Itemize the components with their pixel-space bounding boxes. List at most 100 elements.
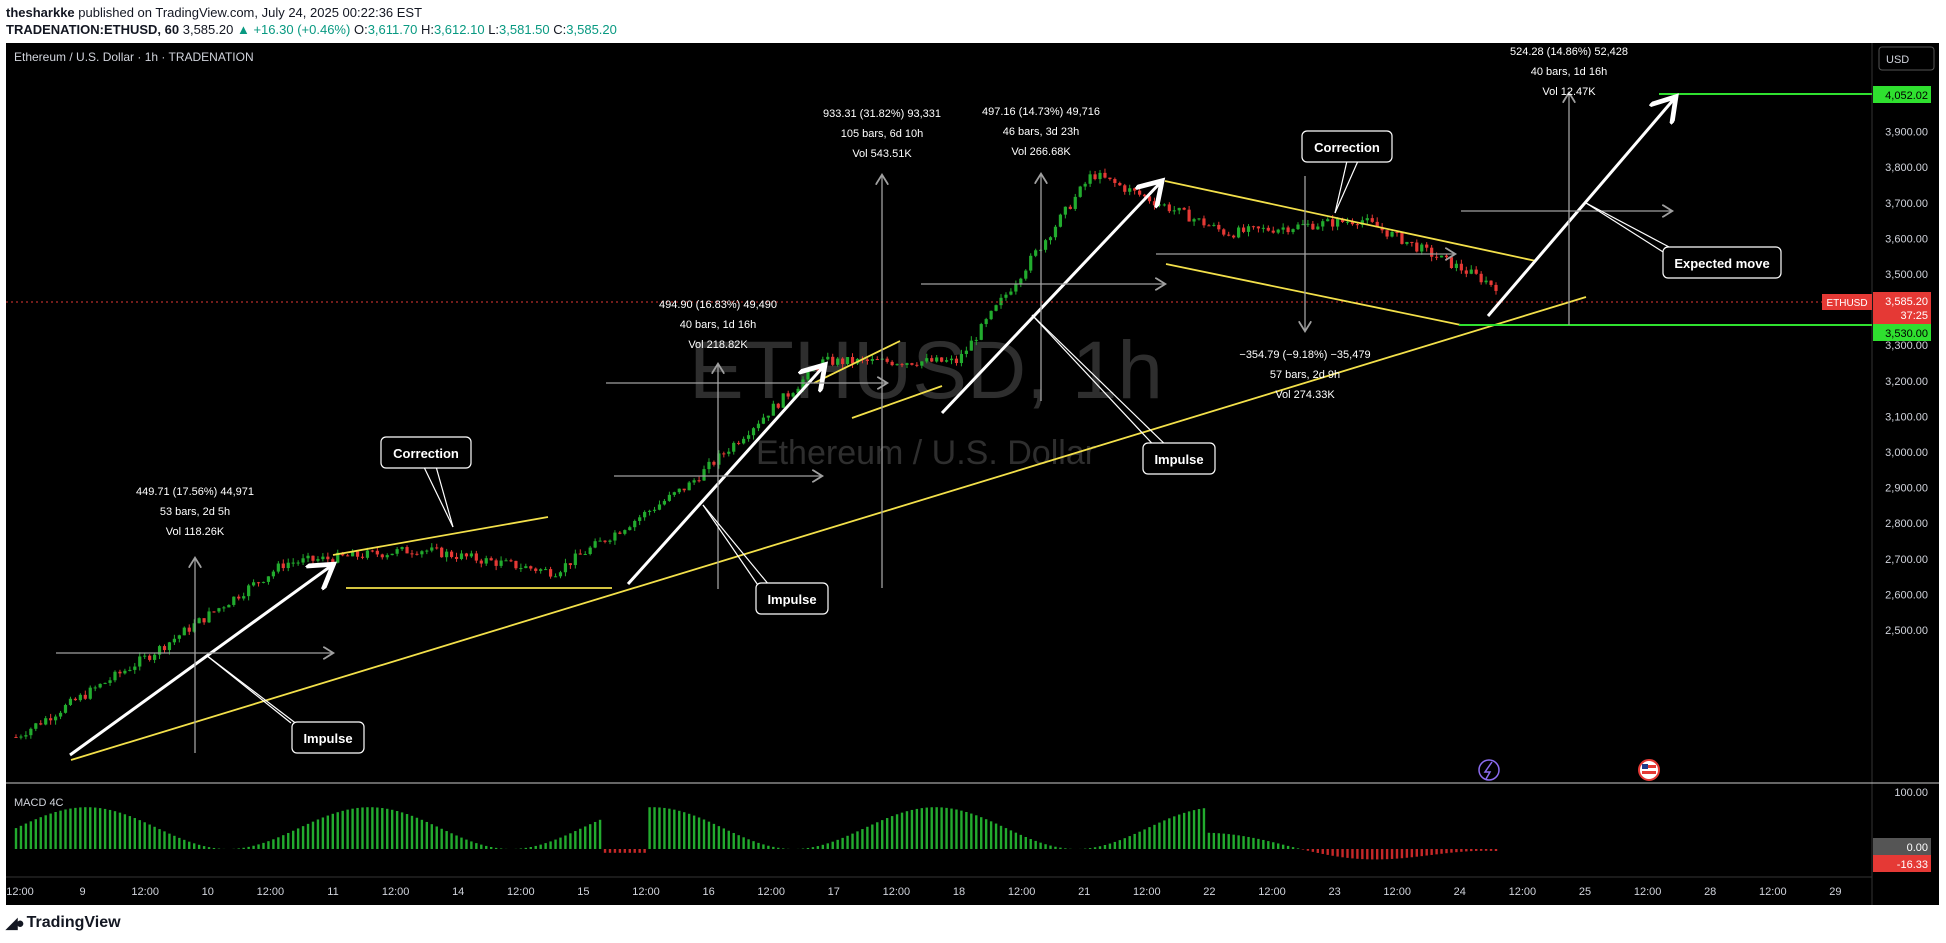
candle-body [420, 551, 424, 555]
macd-bar [98, 808, 102, 849]
impulse-arrow-3[interactable] [940, 183, 1160, 415]
macd-bar [1361, 849, 1364, 860]
callout-correction-2[interactable]: Correction [1301, 130, 1393, 163]
callout-impulse-1[interactable]: Impulse [291, 721, 365, 754]
candle-body [831, 356, 835, 365]
callout-impulse-2[interactable]: Impulse [755, 582, 829, 615]
candle-body [1489, 280, 1493, 285]
chart-area[interactable]: Ethereum / U.S. Dollar · 1h · TRADENATIO… [6, 43, 1939, 905]
price-tick: 2,500.00 [1885, 625, 1928, 637]
low-label: L: [488, 22, 500, 37]
open-label: O: [353, 22, 368, 37]
candle-body [1014, 284, 1018, 292]
candle-body [316, 559, 320, 561]
time-tick: 18 [953, 886, 965, 898]
candle-body [34, 723, 38, 729]
candle-body [870, 359, 874, 361]
macd-bar [955, 809, 958, 849]
macd-bar [138, 820, 141, 849]
candle-body [256, 582, 261, 584]
price-tick: 2,800.00 [1885, 518, 1928, 530]
candle-body [786, 393, 790, 397]
measure-1-line2: 53 bars, 2d 5h [160, 506, 230, 518]
macd-bar [188, 841, 191, 849]
author-name[interactable]: thesharkke [6, 5, 75, 20]
candle-body [1345, 221, 1350, 223]
macd-bar [390, 809, 394, 849]
macd-bar [1371, 849, 1374, 860]
macd-bar [1088, 848, 1092, 849]
impulse-arrows [69, 99, 1674, 757]
candle-body [350, 551, 355, 557]
candle-body [935, 357, 939, 362]
candle-body [49, 718, 53, 721]
candle-body [603, 540, 607, 542]
macd-bar [1029, 839, 1032, 849]
candle-body [954, 358, 959, 364]
candle-body [1128, 188, 1132, 192]
macd-bar [1148, 827, 1151, 849]
candle-body [128, 669, 132, 671]
time-tick: 12:00 [382, 886, 410, 898]
candle-body [187, 627, 191, 632]
macd-bar [777, 847, 780, 849]
tradingview-logo[interactable]: ◢● TradingView [6, 914, 121, 932]
candle-body [88, 687, 92, 699]
candle-body [841, 358, 845, 365]
macd-bar [1470, 849, 1473, 852]
candle-body [331, 559, 335, 563]
chart-svg[interactable]: Ethereum / U.S. Dollar · 1h · TRADENATIO… [6, 43, 1939, 905]
currency-button[interactable]: USD [1878, 46, 1935, 71]
candle-body [405, 547, 409, 554]
macd-bar [420, 819, 424, 849]
macd-bar [712, 823, 716, 849]
candle-body [682, 488, 686, 491]
price-tick: 2,700.00 [1885, 554, 1928, 566]
macd-bar [767, 845, 770, 849]
expected-arrow[interactable] [1486, 99, 1674, 317]
candle-body [573, 553, 577, 566]
lightning-icon[interactable] [1478, 759, 1500, 781]
time-tick: 12:00 [1759, 886, 1787, 898]
candle-body [578, 553, 582, 555]
macd-bar [816, 846, 820, 849]
candle-body [1043, 240, 1048, 250]
macd-bar [440, 828, 443, 849]
candle-body [1227, 234, 1231, 236]
macd-bar [1366, 849, 1369, 860]
macd-bar [702, 819, 706, 849]
measure-2-line3: Vol 218.82K [688, 339, 748, 351]
candle-body [712, 461, 716, 465]
macd-bar [39, 817, 42, 849]
macd-bar [876, 822, 879, 849]
macd-bar [49, 813, 52, 849]
macd-bar [1004, 828, 1008, 849]
callout-correction-1[interactable]: Correction [380, 436, 472, 469]
candle-body [1024, 270, 1028, 279]
macd-bar [1435, 849, 1438, 855]
candle-body [1306, 223, 1310, 225]
macd-bar [579, 828, 582, 849]
macd-bar [366, 807, 369, 849]
ohlc-line: TRADENATION:ETHUSD, 60 3,585.20 ▲ +16.30… [6, 21, 617, 38]
macd-bar [262, 842, 265, 849]
candle-body [949, 358, 954, 361]
macd-bar [757, 842, 760, 849]
impulse-arrow-1[interactable] [69, 566, 331, 757]
macd-bar [1460, 849, 1463, 852]
us-flag-icon[interactable] [1638, 759, 1660, 781]
candle-body [44, 718, 48, 725]
macd-bar [970, 813, 973, 849]
candle-body [425, 550, 429, 552]
high-value: 3,612.10 [433, 22, 485, 37]
macd-bar [1252, 837, 1255, 849]
callout-impulse-3[interactable]: Impulse [1142, 442, 1216, 475]
callout-expected-move[interactable]: Expected move [1662, 246, 1782, 279]
candle-body [920, 361, 924, 366]
candle-body [1365, 218, 1369, 221]
macd-bar [846, 835, 849, 849]
macd-bar [1494, 849, 1498, 852]
macd-bar [450, 833, 453, 849]
macd-bar [405, 814, 409, 849]
candle-body [162, 646, 167, 651]
